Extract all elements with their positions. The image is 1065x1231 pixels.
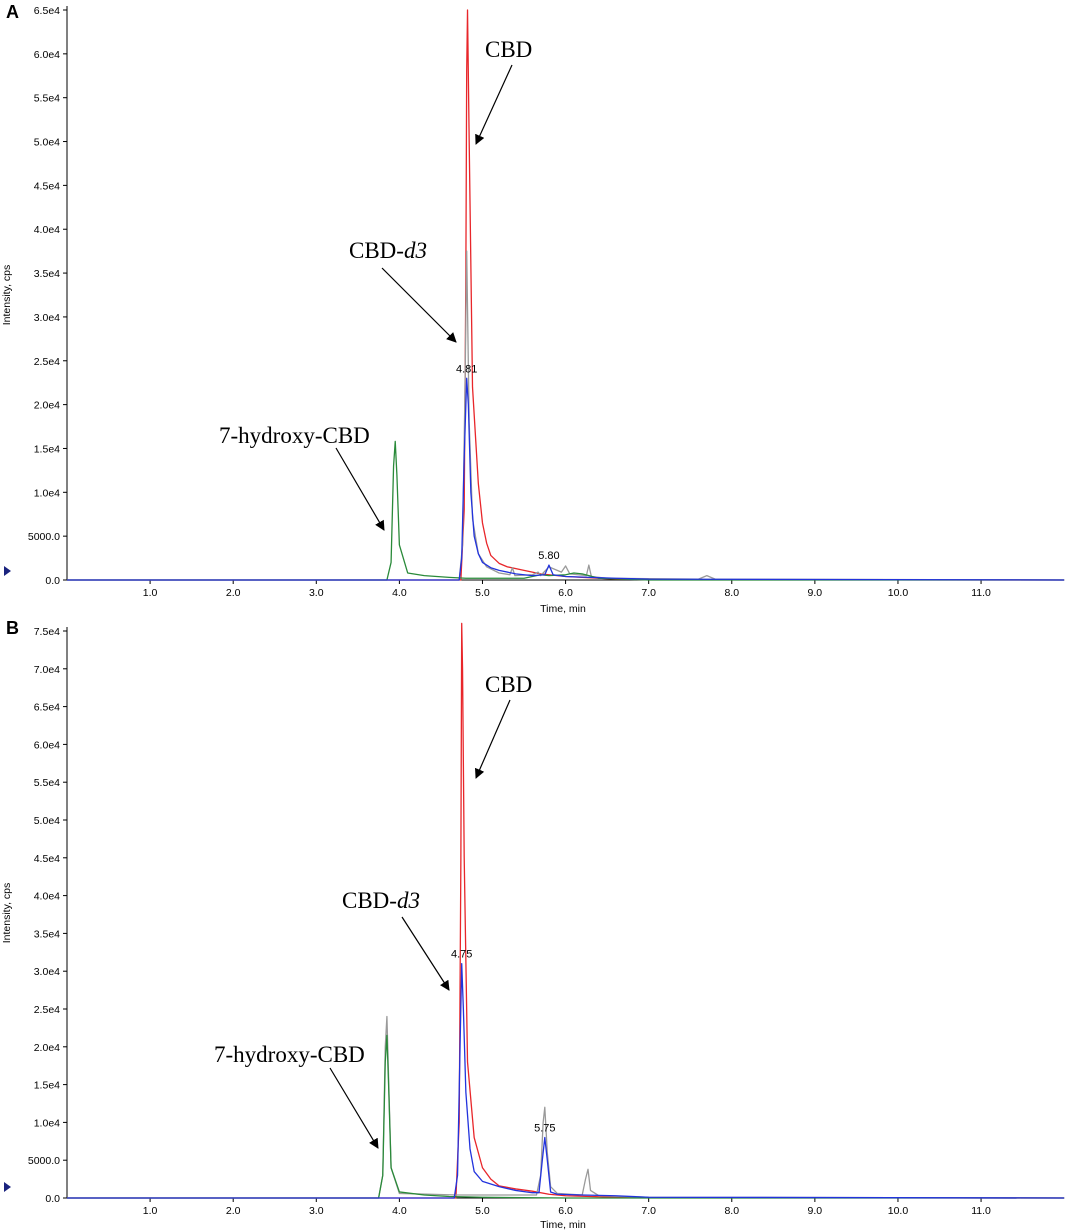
trace-line (67, 622, 1065, 1199)
panel-letter-b: B (6, 618, 19, 638)
peak-label: 4.81 (456, 363, 477, 375)
y-tick-label: 4.0e4 (34, 224, 60, 236)
y-tick-label: 5.5e4 (34, 777, 60, 789)
x-tick-label: 8.0 (724, 1205, 739, 1217)
x-tick-label: 6.0 (558, 587, 573, 599)
trace-line (67, 9, 1065, 581)
x-tick-label: 3.0 (309, 587, 324, 599)
y-tick-label: 2.0e4 (34, 400, 60, 412)
x-tick-label: 4.0 (392, 1205, 407, 1217)
y-tick-label: 5000.0 (28, 1155, 60, 1167)
y-tick-label: 0.0 (45, 575, 60, 587)
x-tick-labels: 1.0 2.0 3.0 4.0 5.0 6.0 7.0 8.0 9.0 10.0 11.0 (143, 1205, 991, 1217)
traces (67, 622, 1065, 1199)
trace-line (67, 440, 1065, 581)
annotation-arrow-cbd-d3 (401, 916, 450, 991)
x-tick-label: 9.0 (808, 587, 823, 599)
annotation-cbd: CBD (485, 37, 532, 62)
panel-a: A 0.0 5000.0 1.0e4 1.5e4 2.0e4 2.5e4 3.0e4 3.5e… (1, 2, 1065, 615)
y-tick-label: 7.0e4 (34, 664, 60, 676)
y-tick-label: 6.0e4 (34, 49, 60, 61)
y-tick-label: 2.5e4 (34, 1004, 60, 1016)
axes (63, 6, 1060, 584)
y-tick-label: 7.5e4 (34, 626, 60, 638)
traces (67, 9, 1065, 581)
x-tick-label: 1.0 (143, 1205, 158, 1217)
annotation-cbd-d3: CBD-d3 (349, 238, 427, 263)
x-tick-label: 10.0 (888, 587, 909, 599)
y-tick-label: 5.0e4 (34, 815, 60, 827)
y-tick-label: 1.5e4 (34, 443, 60, 455)
y-tick-label: 4.0e4 (34, 891, 60, 903)
peak-labels: 4.81 5.80 (456, 363, 560, 562)
annotation-arrow-7-hydroxy-cbd (335, 447, 385, 531)
y-tick-label: 6.0e4 (34, 739, 60, 751)
y-tick-labels: 0.0 5000.0 1.0e4 1.5e4 2.0e4 2.5e4 3.0e4 3.5e4 4… (28, 626, 60, 1205)
y-tick-label: 2.5e4 (34, 356, 60, 368)
peak-labels: 4.75 5.75 (451, 949, 556, 1135)
x-tick-label: 7.0 (641, 1205, 656, 1217)
trace-line (67, 1015, 1065, 1199)
x-tick-label: 9.0 (808, 1205, 823, 1217)
x-tick-label: 7.0 (641, 587, 656, 599)
y-tick-label: 5000.0 (28, 531, 60, 543)
peak-label: 4.75 (451, 949, 472, 961)
trace-line (67, 1034, 1065, 1199)
y-axis-title: Intensity, cps (1, 265, 13, 326)
trace-line (67, 962, 1065, 1199)
trace-line (67, 377, 1065, 581)
annotation-7-hydroxy-cbd: 7-hydroxy-CBD (219, 423, 370, 448)
x-axis-title: Time, min (540, 603, 586, 615)
y-tick-label: 3.0e4 (34, 966, 60, 978)
annotation-cbd: CBD (485, 672, 532, 697)
annotation-arrow-cbd-d3 (381, 267, 457, 343)
peak-label: 5.75 (534, 1123, 555, 1135)
x-tick-label: 11.0 (971, 1205, 991, 1217)
x-tick-label: 2.0 (226, 587, 241, 599)
x-tick-label: 4.0 (392, 587, 407, 599)
x-tick-label: 5.0 (475, 587, 490, 599)
x-tick-label: 11.0 (971, 587, 991, 599)
y-tick-label: 3.5e4 (34, 268, 60, 280)
x-axis-title: Time, min (540, 1219, 586, 1231)
y-tick-label: 2.0e4 (34, 1042, 60, 1054)
y-tick-labels: 0.0 5000.0 1.0e4 1.5e4 2.0e4 2.5e4 3.0e4 3.5e4 4… (28, 5, 60, 587)
y-tick-label: 5.5e4 (34, 93, 60, 105)
axis-marker-icon (4, 1182, 11, 1192)
x-tick-label: 5.0 (475, 1205, 490, 1217)
panel-letter-a: A (6, 2, 19, 22)
x-tick-label: 6.0 (558, 1205, 573, 1217)
trace-line (67, 250, 1065, 581)
peak-label: 5.80 (538, 550, 559, 562)
y-tick-label: 6.5e4 (34, 5, 60, 17)
y-tick-label: 3.5e4 (34, 928, 60, 940)
x-tick-label: 1.0 (143, 587, 158, 599)
annotation-arrow-7-hydroxy-cbd (329, 1067, 379, 1149)
x-tick-label: 8.0 (724, 587, 739, 599)
annotation-7-hydroxy-cbd: 7-hydroxy-CBD (214, 1042, 365, 1067)
x-tick-label: 3.0 (309, 1205, 324, 1217)
y-tick-label: 1.5e4 (34, 1080, 60, 1092)
annotation-cbd-d3: CBD-d3 (342, 888, 420, 913)
x-tick-labels: 1.0 2.0 3.0 4.0 5.0 6.0 7.0 8.0 9.0 10.0 11.0 (143, 587, 991, 599)
y-tick-label: 5.0e4 (34, 137, 60, 149)
axis-marker-icon (4, 566, 11, 576)
annotation-arrow-cbd (475, 64, 513, 145)
y-tick-label: 4.5e4 (34, 853, 60, 865)
y-tick-label: 3.0e4 (34, 312, 60, 324)
y-tick-label: 1.0e4 (34, 487, 60, 499)
y-tick-label: 0.0 (45, 1193, 60, 1205)
y-tick-label: 4.5e4 (34, 180, 60, 192)
x-tick-label: 10.0 (888, 1205, 909, 1217)
x-tick-label: 2.0 (226, 1205, 241, 1217)
annotation-arrow-cbd (475, 699, 511, 779)
axes (63, 627, 1060, 1202)
y-tick-label: 1.0e4 (34, 1117, 60, 1129)
y-axis-title: Intensity, cps (1, 883, 13, 944)
panel-b: B 0.0 5000.0 1.0e4 1.5e4 2.0e4 2.5e4 3.0e4 3.5e… (1, 618, 1065, 1231)
y-tick-label: 6.5e4 (34, 702, 60, 714)
